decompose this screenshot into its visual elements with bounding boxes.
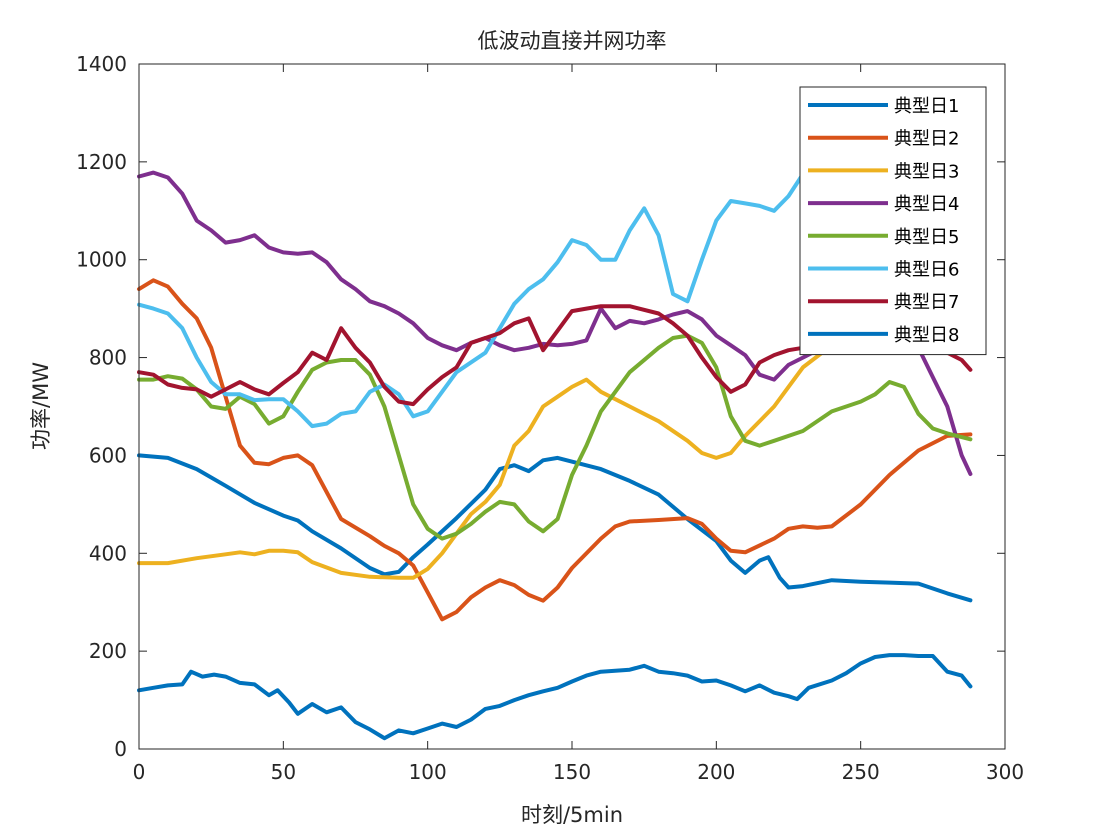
y-tick-label: 600 xyxy=(89,443,127,467)
x-axis-title: 时刻/5min xyxy=(521,803,623,827)
legend-box xyxy=(799,86,987,356)
legend-label-8: 典型日8 xyxy=(894,325,959,346)
legend-label-2: 典型日2 xyxy=(894,129,959,150)
y-tick-label: 200 xyxy=(89,639,127,663)
y-tick-label: 1200 xyxy=(76,150,127,174)
series-line-1 xyxy=(137,453,973,603)
x-tick-label: 0 xyxy=(133,760,146,784)
series-line-2 xyxy=(137,278,973,622)
x-tick-label: 50 xyxy=(271,760,296,784)
y-tick-label: 400 xyxy=(89,541,127,565)
y-tick-label: 800 xyxy=(89,346,127,370)
y-tick-label: 1400 xyxy=(76,52,127,76)
legend-label-3: 典型日3 xyxy=(894,161,959,182)
y-tick-label: 0 xyxy=(114,737,127,761)
x-tick-label: 300 xyxy=(986,760,1024,784)
axis-ticks: 0 50 100 150 200 250 300 0 200 400 600 800 1000 1200 1… xyxy=(76,52,1024,784)
series-line-6 xyxy=(137,169,820,429)
legend-label-5: 典型日5 xyxy=(894,227,959,248)
legend-label-6: 典型日6 xyxy=(894,260,959,281)
y-axis-title: 功率/MW xyxy=(29,362,53,450)
plot-frame xyxy=(138,63,1006,750)
x-tick-label: 200 xyxy=(697,760,735,784)
legend-label-4: 典型日4 xyxy=(894,194,959,215)
series-line-7 xyxy=(137,304,973,407)
series-line-5 xyxy=(137,333,973,541)
series-line-8 xyxy=(137,653,973,741)
x-tick-label: 150 xyxy=(553,760,591,784)
x-tick-label: 250 xyxy=(842,760,880,784)
legend-label-7: 典型日7 xyxy=(894,292,959,313)
chart-title: 低波动直接并网功率 xyxy=(478,29,667,53)
legend: 典型日1 典型日2 典型日3 典型日4 典型日5 典型日6 典型日7 典型日8 xyxy=(799,86,987,356)
legend-label-1: 典型日1 xyxy=(894,96,959,117)
x-tick-label: 100 xyxy=(409,760,447,784)
series-line-3 xyxy=(137,336,878,580)
y-tick-label: 1000 xyxy=(76,248,127,272)
